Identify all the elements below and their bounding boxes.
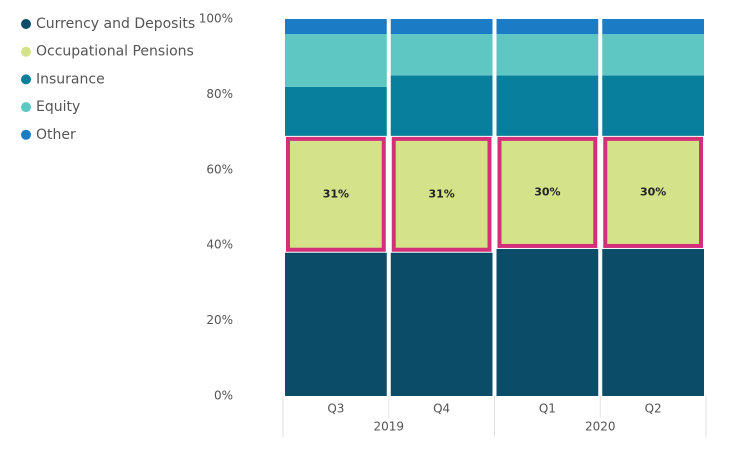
legend-label: Currency and Deposits xyxy=(36,16,195,32)
legend-label: Equity xyxy=(36,99,80,115)
bar-segment xyxy=(285,19,387,35)
bar-segment xyxy=(602,248,704,396)
bar-segment xyxy=(602,75,704,136)
y-tick-label: 80% xyxy=(206,87,233,101)
bar-segment xyxy=(496,34,599,76)
y-tick-label: 40% xyxy=(206,238,233,252)
bar-segment xyxy=(391,136,492,252)
y-tick-label: 60% xyxy=(206,162,233,176)
legend-marker xyxy=(21,74,31,85)
x-tick-label: Q3 xyxy=(327,402,344,416)
x-group-label: 2020 xyxy=(585,420,616,434)
bar-segment xyxy=(285,34,387,87)
legend-marker xyxy=(21,129,31,140)
y-tick-label: 100% xyxy=(199,12,233,26)
bar-segment xyxy=(285,86,387,136)
data-label: 30% xyxy=(640,185,666,198)
x-tick-label: Q1 xyxy=(539,402,556,416)
x-tick-label: Q4 xyxy=(433,402,450,416)
y-tick-label: 20% xyxy=(206,313,233,327)
bar-segment xyxy=(496,19,599,35)
data-label: 30% xyxy=(534,185,560,198)
x-tick-label: Q2 xyxy=(645,402,662,416)
bar-segment xyxy=(496,248,599,396)
bar-segment xyxy=(496,75,599,136)
x-group-label: 2019 xyxy=(373,420,404,434)
y-tick-label: 0% xyxy=(214,389,233,403)
legend-label: Other xyxy=(36,127,76,143)
legend-label: Insurance xyxy=(36,71,105,87)
bar-segment xyxy=(497,136,598,248)
legend-label: Occupational Pensions xyxy=(36,44,194,60)
bar-segment xyxy=(390,19,493,35)
legend-marker xyxy=(21,102,31,113)
legend-marker xyxy=(21,46,31,57)
bar-segment xyxy=(602,19,704,35)
data-label: 31% xyxy=(323,187,349,200)
bar-segment xyxy=(602,34,704,76)
bar-segment xyxy=(390,252,493,396)
bar-segment xyxy=(285,252,387,396)
bar-segment xyxy=(603,136,703,248)
data-label: 31% xyxy=(428,187,454,200)
bar-segment xyxy=(390,75,493,136)
bar-segment xyxy=(286,136,386,252)
legend-marker xyxy=(21,19,31,29)
bar-segment xyxy=(390,34,493,76)
